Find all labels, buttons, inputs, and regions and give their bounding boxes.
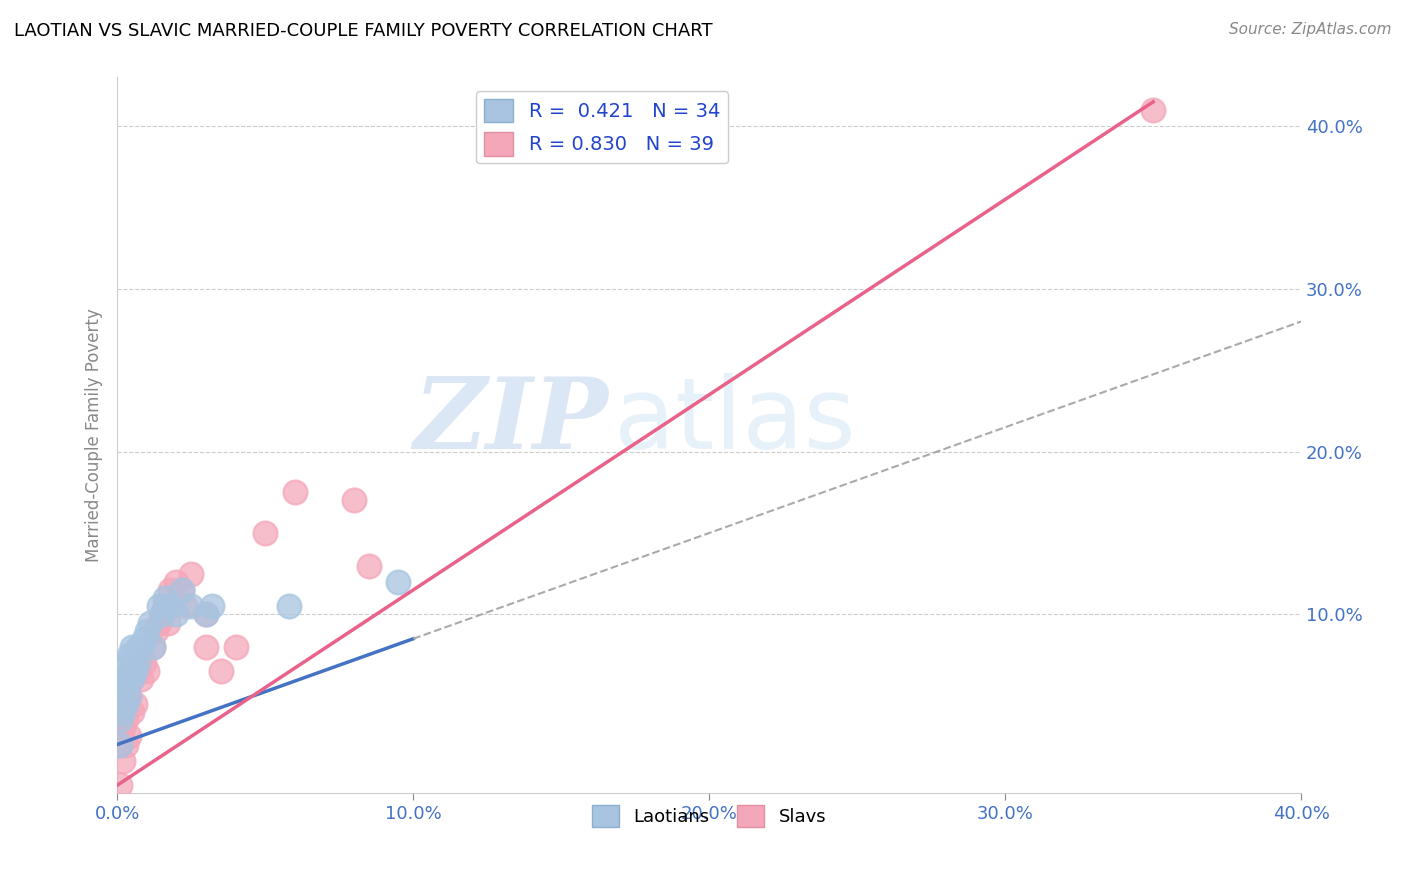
Point <box>195 607 218 622</box>
Point <box>115 738 138 752</box>
Point <box>254 526 277 541</box>
Point <box>127 665 149 679</box>
Text: ZIP: ZIP <box>413 373 609 469</box>
Point <box>159 582 181 597</box>
Point <box>108 778 131 792</box>
Point <box>112 721 135 735</box>
Point <box>115 681 138 695</box>
Point <box>132 656 155 670</box>
Point <box>153 591 176 606</box>
Point <box>118 730 141 744</box>
Point <box>156 615 179 630</box>
Point <box>129 673 152 687</box>
Point <box>112 697 135 711</box>
Point <box>201 599 224 614</box>
Point <box>180 566 202 581</box>
Point <box>132 632 155 646</box>
Point <box>124 665 146 679</box>
Point <box>124 697 146 711</box>
Point <box>139 615 162 630</box>
Point <box>124 665 146 679</box>
Point <box>135 624 157 638</box>
Point <box>148 599 170 614</box>
Point <box>225 640 247 654</box>
Point <box>165 607 187 622</box>
Point <box>121 640 143 654</box>
Point <box>150 607 173 622</box>
Text: Source: ZipAtlas.com: Source: ZipAtlas.com <box>1229 22 1392 37</box>
Point <box>115 673 138 687</box>
Point <box>115 697 138 711</box>
Text: atlas: atlas <box>614 373 856 469</box>
Point <box>172 582 194 597</box>
Point <box>165 574 187 589</box>
Point <box>153 599 176 614</box>
Point <box>118 689 141 703</box>
Point <box>195 640 218 654</box>
Point <box>108 738 131 752</box>
Point <box>142 640 165 654</box>
Point <box>127 640 149 654</box>
Point <box>112 681 135 695</box>
Point <box>115 713 138 727</box>
Point <box>148 615 170 630</box>
Point <box>124 648 146 662</box>
Point <box>121 673 143 687</box>
Point <box>1142 103 1164 117</box>
Point <box>121 673 143 687</box>
Point <box>135 665 157 679</box>
Point <box>150 607 173 622</box>
Point <box>108 713 131 727</box>
Legend: Laotians, Slavs: Laotians, Slavs <box>585 798 834 834</box>
Point <box>387 574 409 589</box>
Point <box>277 599 299 614</box>
Point <box>159 599 181 614</box>
Point <box>172 582 194 597</box>
Point <box>118 648 141 662</box>
Point <box>118 665 141 679</box>
Y-axis label: Married-Couple Family Poverty: Married-Couple Family Poverty <box>86 309 103 562</box>
Point <box>121 705 143 719</box>
Point <box>129 640 152 654</box>
Point <box>174 599 197 614</box>
Point <box>115 656 138 670</box>
Point <box>142 640 165 654</box>
Point <box>195 607 218 622</box>
Point <box>145 624 167 638</box>
Point <box>127 656 149 670</box>
Point <box>284 485 307 500</box>
Point <box>118 689 141 703</box>
Point <box>343 493 366 508</box>
Point <box>112 754 135 768</box>
Point <box>118 673 141 687</box>
Text: LAOTIAN VS SLAVIC MARRIED-COUPLE FAMILY POVERTY CORRELATION CHART: LAOTIAN VS SLAVIC MARRIED-COUPLE FAMILY … <box>14 22 713 40</box>
Point <box>357 558 380 573</box>
Point <box>108 673 131 687</box>
Point <box>112 705 135 719</box>
Point <box>209 665 232 679</box>
Point <box>180 599 202 614</box>
Point <box>108 738 131 752</box>
Point <box>121 656 143 670</box>
